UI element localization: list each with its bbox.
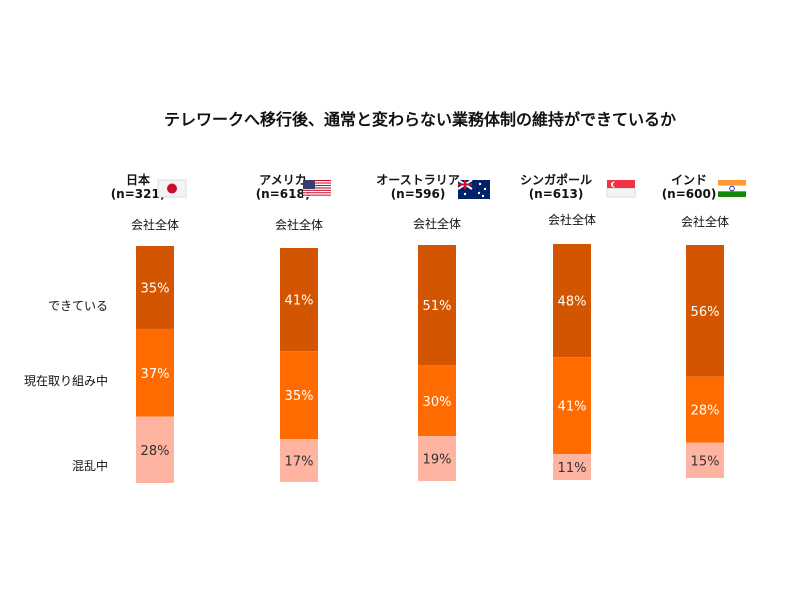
bar-segment	[280, 248, 318, 352]
flag-star	[481, 194, 485, 198]
bar-segment	[136, 416, 174, 483]
data-label: 51%	[423, 299, 452, 314]
bar-segment	[136, 246, 174, 329]
subgroup-label: 会社全体	[275, 217, 323, 232]
bar-segment	[418, 436, 456, 481]
flag-star	[478, 182, 482, 186]
flag-stripe	[303, 195, 331, 197]
country-name: インド	[671, 173, 707, 187]
flag-disc	[167, 183, 177, 194]
flag-stripe	[303, 192, 331, 194]
flag-star	[483, 187, 487, 191]
data-label: 28%	[141, 444, 170, 459]
sample-size: (n=596)	[391, 187, 446, 201]
chart-title: テレワークへ移行後、通常と変わらない業務体制の維持ができているか	[163, 110, 676, 129]
flag-stripe	[303, 188, 331, 190]
series-label: 現在取り組み中	[24, 373, 108, 388]
data-label: 11%	[558, 461, 587, 476]
flag-stripe	[303, 190, 331, 193]
series-label: できている	[48, 299, 108, 313]
sample-size: (n=618)	[256, 187, 311, 201]
bar-segment	[686, 442, 724, 478]
data-label: 30%	[423, 395, 452, 410]
flag-stripe	[303, 184, 331, 187]
flag-white	[718, 185, 746, 192]
series-label: 混乱中	[72, 458, 108, 473]
bar-segment	[280, 439, 318, 482]
country-name: オーストラリア	[376, 173, 459, 187]
bar-segment	[136, 328, 174, 417]
data-label: 35%	[285, 389, 314, 404]
flag-chakra	[729, 185, 735, 192]
flag-stripe	[303, 187, 331, 189]
flag-stripe	[303, 186, 331, 188]
flag-green	[718, 191, 746, 197]
bar-segment	[686, 245, 724, 377]
flag-star	[463, 192, 467, 196]
data-label: 28%	[691, 404, 720, 419]
flag-bottom	[606, 188, 636, 198]
country-name: アメリカ	[259, 173, 306, 187]
bar-segment	[418, 365, 456, 437]
data-label: 17%	[285, 455, 314, 470]
bar-segment	[280, 351, 318, 440]
flag-top	[607, 180, 635, 189]
japan-flag-icon	[157, 179, 187, 198]
flag-canton	[303, 180, 315, 189]
subgroup-label: 会社全体	[413, 216, 461, 231]
usa-flag-icon	[303, 180, 331, 197]
bar-segment	[553, 244, 591, 358]
bar-segment	[553, 357, 591, 455]
bar-segment	[553, 454, 591, 480]
flag-stripe	[303, 182, 331, 184]
flag-stripe	[303, 181, 331, 183]
flag-stripe	[303, 194, 331, 196]
data-label: 56%	[691, 305, 720, 320]
flag-star	[477, 191, 481, 195]
bar-segment	[418, 245, 456, 366]
flag-stripe	[303, 183, 331, 185]
country-name: シンガポール	[520, 172, 592, 187]
subgroup-label: 会社全体	[548, 212, 596, 227]
data-label: 37%	[141, 367, 170, 382]
bar-segment	[686, 376, 724, 443]
flag-saffron	[718, 180, 746, 186]
data-label: 41%	[285, 294, 314, 309]
flag-cross	[458, 180, 472, 189]
sample-size: (n=613)	[529, 187, 584, 201]
country-name: 日本	[126, 172, 150, 187]
flag-crescent-cut	[612, 181, 619, 188]
flag-stripe	[303, 193, 331, 195]
flag-stripe	[303, 180, 331, 182]
singapore-flag-icon	[606, 180, 636, 198]
india-flag-icon	[718, 180, 746, 197]
data-label: 48%	[558, 295, 587, 310]
data-label: 15%	[691, 454, 720, 469]
sample-size: (n=321)	[111, 187, 166, 201]
data-label: 19%	[423, 453, 452, 468]
data-label: 41%	[558, 400, 587, 415]
sample-size: (n=600)	[662, 187, 717, 201]
data-label: 35%	[141, 281, 170, 296]
subgroup-label: 会社全体	[131, 217, 179, 232]
australia-flag-icon	[457, 179, 490, 199]
subgroup-label: 会社全体	[681, 214, 729, 229]
flag-stripe	[303, 189, 331, 191]
